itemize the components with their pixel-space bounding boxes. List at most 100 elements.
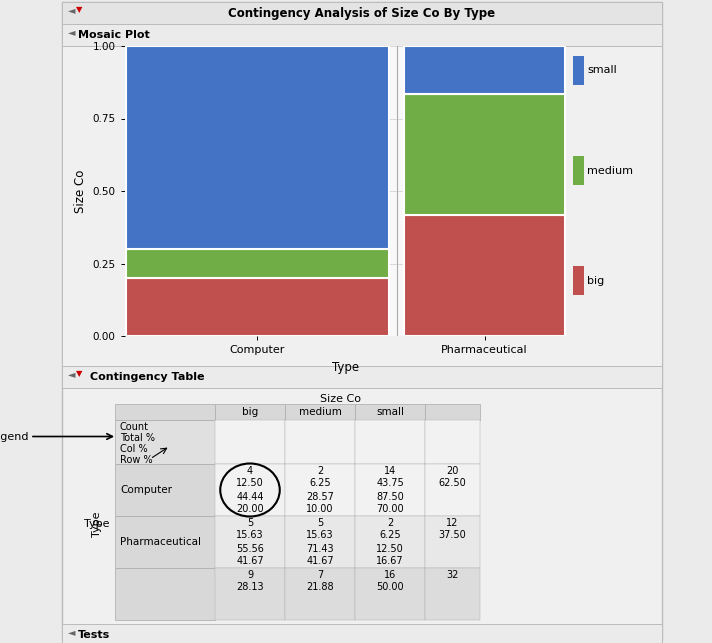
Text: Count: Count xyxy=(120,422,149,432)
Text: ◄: ◄ xyxy=(68,27,75,37)
Text: 28.57: 28.57 xyxy=(306,491,334,502)
Text: 87.50: 87.50 xyxy=(376,491,404,502)
FancyBboxPatch shape xyxy=(285,464,355,516)
Text: 2: 2 xyxy=(317,466,323,476)
FancyBboxPatch shape xyxy=(215,464,285,516)
Text: 16.67: 16.67 xyxy=(376,556,404,566)
Text: ◄: ◄ xyxy=(68,369,75,379)
Text: big: big xyxy=(587,276,604,286)
Text: ▼: ▼ xyxy=(76,369,83,378)
FancyBboxPatch shape xyxy=(425,568,480,620)
FancyBboxPatch shape xyxy=(115,404,215,420)
FancyBboxPatch shape xyxy=(285,404,355,420)
Bar xyxy=(126,46,389,249)
Text: 12.50: 12.50 xyxy=(376,543,404,554)
FancyBboxPatch shape xyxy=(115,516,215,568)
Bar xyxy=(404,215,565,336)
FancyBboxPatch shape xyxy=(115,420,215,464)
FancyBboxPatch shape xyxy=(215,404,285,420)
Bar xyxy=(126,249,389,278)
FancyBboxPatch shape xyxy=(215,420,285,464)
Text: 7: 7 xyxy=(317,570,323,579)
FancyBboxPatch shape xyxy=(62,366,662,388)
FancyBboxPatch shape xyxy=(62,2,662,24)
FancyBboxPatch shape xyxy=(62,2,662,640)
Text: 2: 2 xyxy=(387,518,393,527)
Text: 5: 5 xyxy=(317,518,323,527)
Text: 28.13: 28.13 xyxy=(236,583,264,592)
FancyBboxPatch shape xyxy=(285,420,355,464)
Text: 15.63: 15.63 xyxy=(306,530,334,541)
Text: 6.25: 6.25 xyxy=(379,530,401,541)
FancyBboxPatch shape xyxy=(355,420,425,464)
Text: 4: 4 xyxy=(247,466,253,476)
Text: Type: Type xyxy=(92,511,102,537)
Text: Contingency Analysis of Size Co By Type: Contingency Analysis of Size Co By Type xyxy=(229,6,496,19)
Text: 70.00: 70.00 xyxy=(376,505,404,514)
FancyBboxPatch shape xyxy=(355,568,425,620)
Text: 32: 32 xyxy=(446,570,459,579)
Text: Row %: Row % xyxy=(120,455,152,465)
Bar xyxy=(404,46,565,95)
Text: 43.75: 43.75 xyxy=(376,478,404,489)
Text: Col %: Col % xyxy=(120,444,147,454)
Text: 14: 14 xyxy=(384,466,396,476)
Text: 10.00: 10.00 xyxy=(306,505,334,514)
Text: 41.67: 41.67 xyxy=(306,556,334,566)
Text: 37.50: 37.50 xyxy=(439,530,466,541)
Text: 9: 9 xyxy=(247,570,253,579)
Text: 16: 16 xyxy=(384,570,396,579)
Y-axis label: Size Co: Size Co xyxy=(74,169,87,213)
Text: Type: Type xyxy=(84,519,110,529)
Text: 12.50: 12.50 xyxy=(236,478,264,489)
Text: Contingency Table: Contingency Table xyxy=(90,372,204,382)
Text: Size Co: Size Co xyxy=(320,394,360,404)
FancyBboxPatch shape xyxy=(355,516,425,568)
FancyBboxPatch shape xyxy=(355,404,425,420)
Bar xyxy=(126,278,389,336)
Text: Computer: Computer xyxy=(120,485,172,495)
Text: Mosaic Plot: Mosaic Plot xyxy=(78,30,150,40)
FancyBboxPatch shape xyxy=(62,24,662,46)
FancyBboxPatch shape xyxy=(425,516,480,568)
FancyBboxPatch shape xyxy=(62,624,662,643)
Text: 12: 12 xyxy=(446,518,459,527)
Text: medium: medium xyxy=(298,407,342,417)
Text: Total %: Total % xyxy=(120,433,155,443)
Text: Table legend: Table legend xyxy=(0,431,28,442)
FancyBboxPatch shape xyxy=(285,516,355,568)
Text: 62.50: 62.50 xyxy=(439,478,466,489)
FancyBboxPatch shape xyxy=(425,404,480,420)
Text: Pharmaceutical: Pharmaceutical xyxy=(120,537,201,547)
Text: small: small xyxy=(376,407,404,417)
Text: 6.25: 6.25 xyxy=(309,478,331,489)
FancyBboxPatch shape xyxy=(215,568,285,620)
Text: 41.67: 41.67 xyxy=(236,556,264,566)
FancyBboxPatch shape xyxy=(355,464,425,516)
Text: 20: 20 xyxy=(446,466,459,476)
Text: 20.00: 20.00 xyxy=(236,505,264,514)
Text: ◄: ◄ xyxy=(68,627,75,637)
FancyBboxPatch shape xyxy=(425,420,480,464)
Text: ▼: ▼ xyxy=(76,5,83,14)
Text: 55.56: 55.56 xyxy=(236,543,264,554)
Bar xyxy=(404,95,565,215)
Text: 71.43: 71.43 xyxy=(306,543,334,554)
X-axis label: Type: Type xyxy=(332,361,359,374)
Text: 50.00: 50.00 xyxy=(376,583,404,592)
Text: Tests: Tests xyxy=(78,630,110,640)
FancyBboxPatch shape xyxy=(215,516,285,568)
Text: ◄: ◄ xyxy=(68,5,75,15)
Text: 5: 5 xyxy=(247,518,253,527)
FancyBboxPatch shape xyxy=(115,464,215,516)
Text: medium: medium xyxy=(587,166,634,176)
Text: 21.88: 21.88 xyxy=(306,583,334,592)
Text: 15.63: 15.63 xyxy=(236,530,264,541)
Text: small: small xyxy=(587,65,617,75)
FancyBboxPatch shape xyxy=(62,46,662,366)
FancyBboxPatch shape xyxy=(115,568,215,620)
FancyBboxPatch shape xyxy=(425,464,480,516)
Text: 44.44: 44.44 xyxy=(236,491,263,502)
Text: big: big xyxy=(242,407,258,417)
FancyBboxPatch shape xyxy=(285,568,355,620)
